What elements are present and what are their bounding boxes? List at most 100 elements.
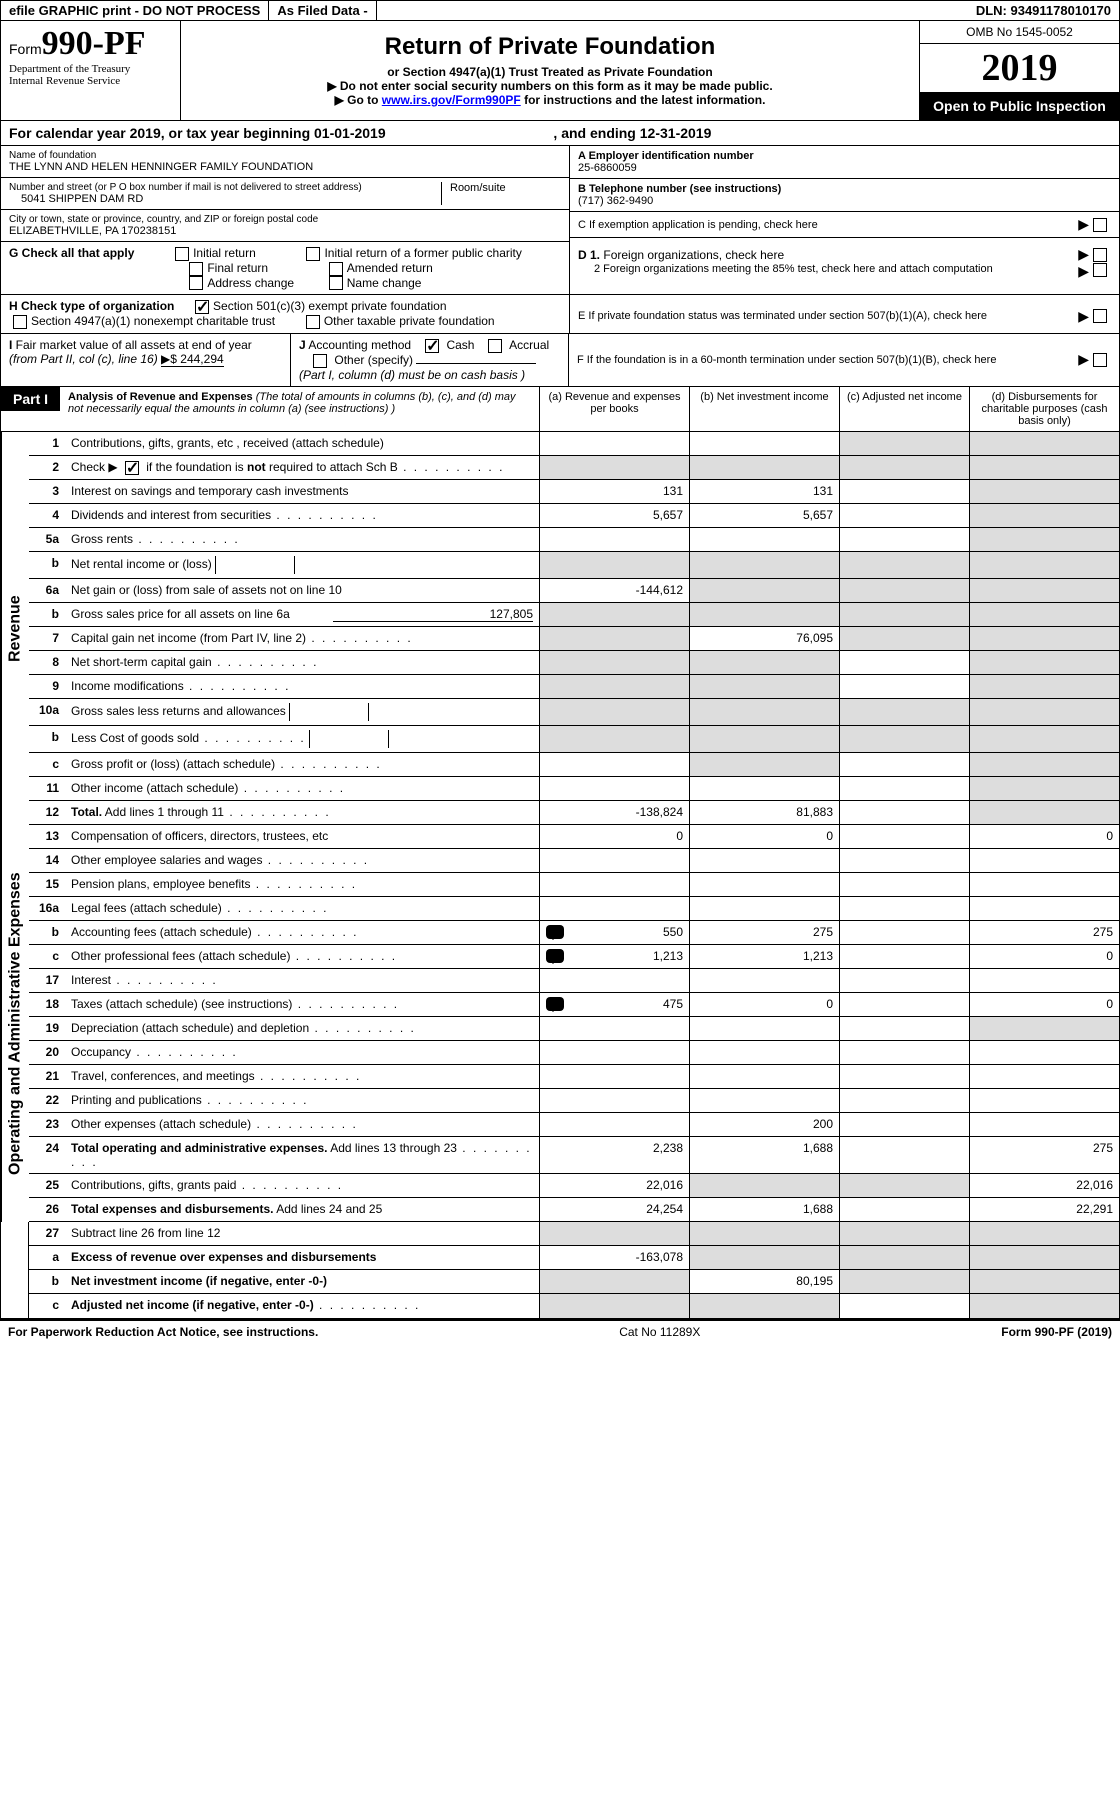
irs-link[interactable]: www.irs.gov/Form990PF [382,93,521,107]
line-number: 14 [29,849,65,872]
g-initial-former-checkbox[interactable] [306,247,320,261]
line-description: Gross sales price for all assets on line… [65,603,539,626]
line-number: 19 [29,1017,65,1040]
table-row: 13Compensation of officers, directors, t… [29,825,1119,849]
ijf-row: I Fair market value of all assets at end… [0,334,1120,387]
cell-d [969,528,1119,551]
cell-b [689,1089,839,1112]
cell-d [969,675,1119,698]
d2-checkbox[interactable] [1093,263,1107,277]
table-row: 5aGross rents [29,528,1119,552]
footer-center: Cat No 11289X [619,1325,700,1339]
cell-c [839,1222,969,1245]
table-row: 16aLegal fees (attach schedule) [29,897,1119,921]
h-check-row: H Check type of organization Section 501… [0,295,1120,334]
table-row: bGross sales price for all assets on lin… [29,603,1119,627]
as-filed: As Filed Data - [269,1,376,20]
attachment-icon[interactable] [546,997,564,1011]
cell-d [969,777,1119,800]
revenue-side-label: Revenue [1,432,29,825]
cell-d: 0 [969,825,1119,848]
cell-c [839,552,969,578]
col-b-header: (b) Net investment income [689,387,839,431]
line-number: 21 [29,1065,65,1088]
line-description: Net investment income (if negative, ente… [65,1270,539,1293]
j-accrual-checkbox[interactable] [488,339,502,353]
j-other-checkbox[interactable] [313,354,327,368]
schb-checkbox[interactable] [125,461,139,475]
cell-a [539,753,689,776]
cell-c [839,777,969,800]
cell-b [689,1174,839,1197]
table-row: 17Interest [29,969,1119,993]
g-initial-checkbox[interactable] [175,247,189,261]
cell-d [969,504,1119,527]
year-block: OMB No 1545-0052 2019 Open to Public Ins… [919,21,1119,120]
table-row: 20Occupancy [29,1041,1119,1065]
cell-d [969,1222,1119,1245]
fmv-value: ▶$ 244,294 [161,352,224,367]
cell-b [689,579,839,602]
line-description: Pension plans, employee benefits [65,873,539,896]
attachment-icon[interactable] [546,925,564,939]
cell-c [839,1089,969,1112]
line-description: Adjusted net income (if negative, enter … [65,1294,539,1318]
cell-b [689,777,839,800]
line-description: Interest [65,969,539,992]
line-description: Taxes (attach schedule) (see instruction… [65,993,539,1016]
g-address-checkbox[interactable] [189,276,203,290]
f-checkbox[interactable] [1093,353,1107,367]
table-row: bNet investment income (if negative, ent… [29,1270,1119,1294]
cell-c [839,504,969,527]
cell-d [969,603,1119,626]
line-number: 11 [29,777,65,800]
attachment-icon[interactable] [546,949,564,963]
cell-a [539,528,689,551]
cell-b: 131 [689,480,839,503]
arrow-icon: ▶ [1078,216,1089,233]
cell-c [839,726,969,752]
table-row: bLess Cost of goods sold [29,726,1119,753]
cell-b [689,1294,839,1318]
cell-c [839,1174,969,1197]
arrow-icon: ▶ [1078,308,1089,325]
e-checkbox[interactable] [1093,309,1107,323]
dln: DLN: 93491178010170 [968,1,1119,20]
top-bar: efile GRAPHIC print - DO NOT PROCESS As … [0,0,1120,21]
line-description: Dividends and interest from securities [65,504,539,527]
table-row: 8Net short-term capital gain [29,651,1119,675]
g-amended-checkbox[interactable] [329,262,343,276]
cell-a: 550 [539,921,689,944]
g-final-checkbox[interactable] [189,262,203,276]
line-description: Less Cost of goods sold [65,726,539,752]
line-number: 27 [29,1222,65,1245]
j-cash-checkbox[interactable] [425,339,439,353]
line-description: Net gain or (loss) from sale of assets n… [65,579,539,602]
exempt-checkbox[interactable] [1093,218,1107,232]
cell-c [839,801,969,824]
h-other-checkbox[interactable] [306,315,320,329]
cell-d [969,480,1119,503]
line-number: 7 [29,627,65,650]
cell-a [539,1222,689,1245]
calendar-year-row: For calendar year 2019, or tax year begi… [0,121,1120,146]
cell-d: 275 [969,1137,1119,1173]
h-4947-checkbox[interactable] [13,315,27,329]
d1-checkbox[interactable] [1093,248,1107,262]
cell-d [969,699,1119,725]
cell-b [689,897,839,920]
line-number: b [29,552,65,578]
col-d-header: (d) Disbursements for charitable purpose… [969,387,1119,431]
line-number: 4 [29,504,65,527]
room-suite: Room/suite [441,182,561,205]
cell-c [839,1198,969,1221]
line-number: 5a [29,528,65,551]
cell-a [539,1017,689,1040]
g-name-checkbox[interactable] [329,276,343,290]
line-number: 8 [29,651,65,674]
cell-c [839,1017,969,1040]
h-501c3-checkbox[interactable] [195,300,209,314]
cell-c [839,873,969,896]
cell-b [689,528,839,551]
table-row: 14Other employee salaries and wages [29,849,1119,873]
